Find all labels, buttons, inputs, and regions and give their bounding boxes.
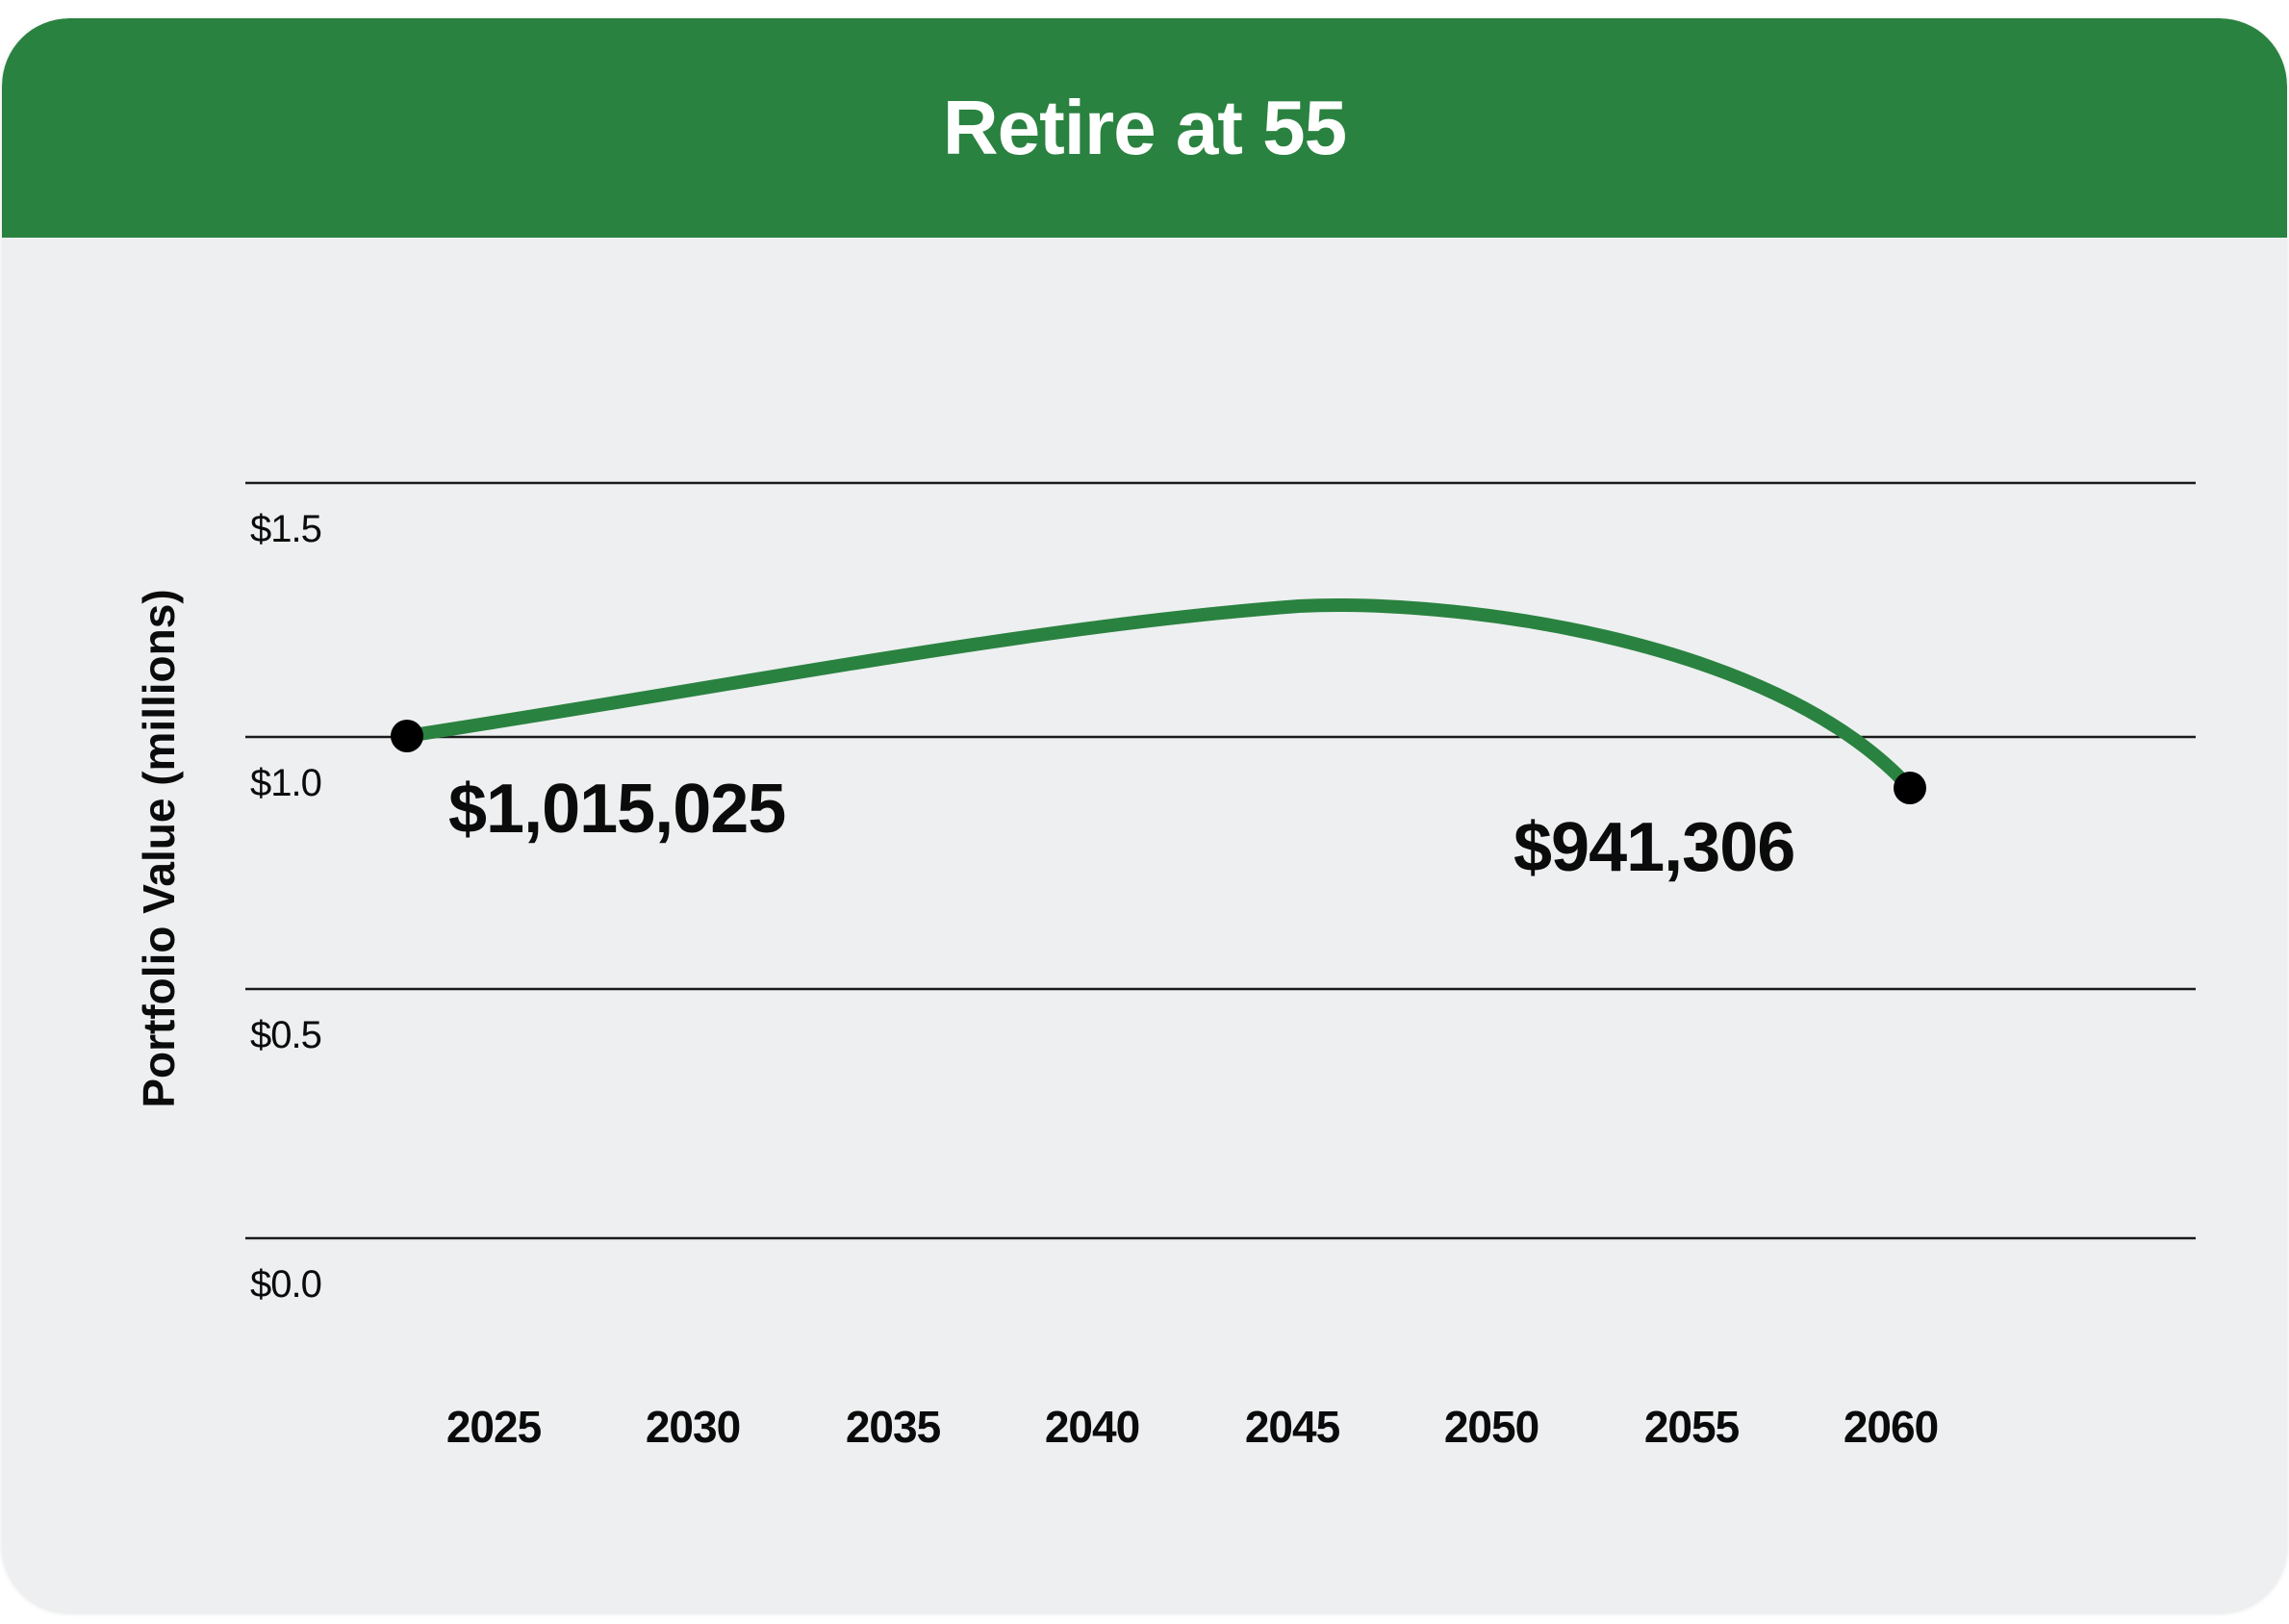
portfolio-line — [400, 598, 1917, 795]
x-tick-label: 2045 — [1244, 1402, 1340, 1452]
start-point-dot — [391, 720, 423, 752]
x-tick-label: 2035 — [845, 1402, 941, 1452]
chart-header: Retire at 55 — [2, 18, 2287, 238]
x-tick-label: 2025 — [445, 1402, 542, 1452]
x-tick-label: 2050 — [1443, 1402, 1539, 1452]
end-point-label: $941,306 — [1513, 809, 1795, 886]
chart-title: Retire at 55 — [942, 85, 1347, 170]
end-point-dot — [1894, 772, 1926, 804]
start-point-label: $1,015,025 — [448, 771, 786, 848]
x-tick-label: 2055 — [1643, 1402, 1740, 1452]
y-tick-label: $1.0 — [250, 762, 322, 804]
y-tick-label: $0.5 — [250, 1014, 322, 1056]
x-tick-label: 2040 — [1044, 1402, 1140, 1452]
chart-card: Retire at 55 — [2, 18, 2287, 1612]
x-tick-label: 2060 — [1843, 1402, 1939, 1452]
y-axis-title: Portfolio Value (millions) — [134, 589, 184, 1108]
y-tick-label: $1.5 — [250, 508, 322, 550]
x-tick-label: 2030 — [645, 1402, 741, 1452]
y-tick-label: $0.0 — [250, 1263, 322, 1306]
